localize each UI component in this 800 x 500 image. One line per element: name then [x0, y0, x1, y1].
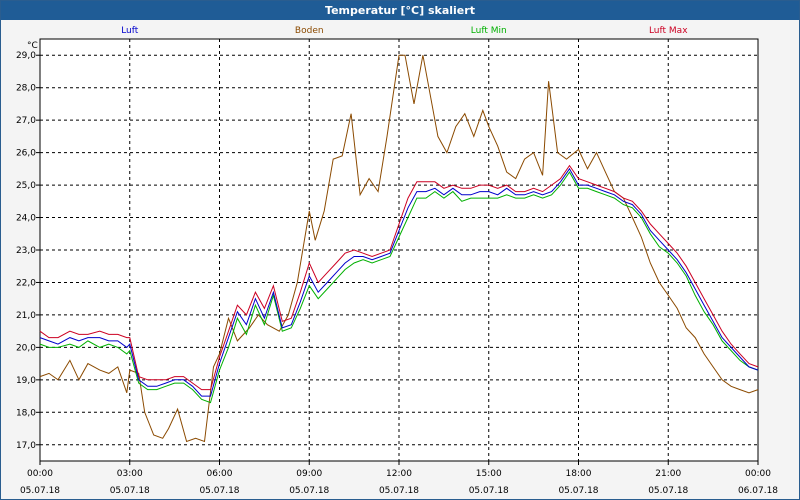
legend: Luft Boden Luft Min Luft Max [121, 26, 688, 36]
x-tick-date: 05.07.18 [20, 486, 60, 496]
x-tick-time: 03:00 [117, 469, 143, 479]
legend-entry-luft-min: Luft Min [471, 26, 507, 36]
axis-labels: 17,0 18,0 19,0 20,0 21,0 22,0 23,0 24,0 25,0 26,0… [16, 51, 778, 496]
legend-entry-luft: Luft [121, 26, 139, 36]
x-tick-time: 12:00 [386, 469, 412, 479]
legend-entry-luft-max: Luft Max [649, 26, 688, 36]
x-tick-time: 21:00 [655, 469, 681, 479]
window-title: Temperatur [°C] skaliert [325, 4, 475, 17]
series-line-luft [39, 167, 759, 397]
y-tick-label: 19,0 [16, 376, 36, 386]
y-tick-label: 29,0 [16, 51, 36, 61]
x-tick-time: 06:00 [207, 469, 233, 479]
series-line-luft-min [39, 171, 759, 404]
y-tick-label: 23,0 [16, 246, 36, 256]
y-tick-label: 26,0 [16, 149, 36, 159]
y-tick-label: 28,0 [16, 84, 36, 94]
y-tick-label: 20,0 [16, 343, 36, 353]
y-tick-label: 17,0 [16, 441, 36, 451]
x-tick-time: 09:00 [296, 469, 322, 479]
series-line-boden [39, 54, 759, 443]
x-tick-date: 05.07.18 [199, 486, 239, 496]
x-tick-time: 15:00 [476, 469, 502, 479]
x-tick-date: 06.07.18 [738, 486, 778, 496]
legend-entry-boden: Boden [295, 26, 324, 36]
y-tick-label: 27,0 [16, 116, 36, 126]
x-tick-date: 05.07.18 [289, 486, 329, 496]
x-tick-date: 05.07.18 [648, 486, 688, 496]
y-tick-label: 22,0 [16, 278, 36, 288]
x-tick-date: 05.07.18 [110, 486, 150, 496]
x-tick-time: 00:00 [745, 469, 771, 479]
x-tick-time: 00:00 [27, 469, 53, 479]
y-tick-label: 18,0 [16, 408, 36, 418]
series-lines [39, 54, 759, 443]
y-tick-label: 21,0 [16, 311, 36, 321]
x-tick-date: 05.07.18 [379, 486, 419, 496]
y-tick-label: 24,0 [16, 214, 36, 224]
x-tick-date: 05.07.18 [558, 486, 598, 496]
title-bar: Temperatur [°C] skaliert [1, 1, 799, 20]
y-axis-unit: °C [27, 41, 38, 51]
x-tick-time: 18:00 [566, 469, 592, 479]
x-tick-date: 05.07.18 [469, 486, 509, 496]
y-tick-label: 25,0 [16, 181, 36, 191]
series-line-luft-max [39, 164, 759, 391]
